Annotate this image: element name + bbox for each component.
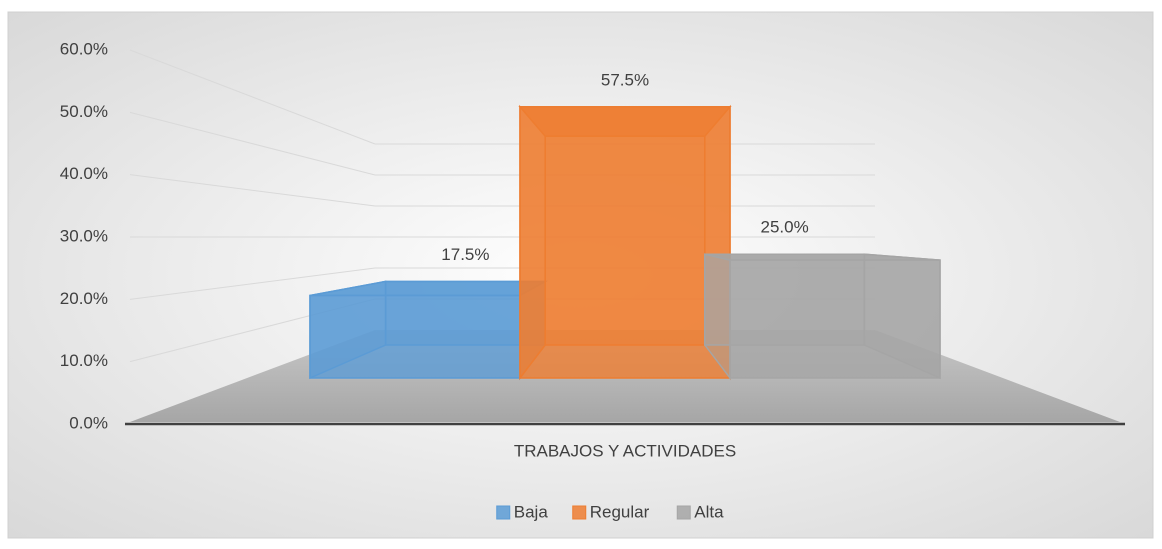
y-tick-label: 40.0% (60, 164, 108, 183)
legend: Baja Regular Alta (496, 502, 724, 521)
y-tick-label: 20.0% (60, 289, 108, 308)
bars (309, 104, 941, 381)
legend-label: Baja (514, 502, 549, 521)
legend-swatch (572, 505, 587, 520)
legend-swatch (676, 505, 691, 520)
y-tick-label: 30.0% (60, 226, 108, 245)
bar (309, 294, 521, 379)
bar (519, 106, 731, 379)
grid-line (129, 49, 376, 145)
data-label: 17.5% (441, 245, 489, 264)
bar (729, 259, 941, 379)
grid-line (129, 111, 376, 176)
data-label: 57.5% (601, 70, 649, 89)
y-tick-label: 0.0% (69, 413, 108, 432)
y-tick-label: 60.0% (60, 39, 108, 58)
y-tick-label: 10.0% (60, 351, 108, 370)
legend-label: Regular (590, 502, 650, 521)
grid-line (129, 174, 376, 207)
legend-label: Alta (694, 502, 724, 521)
labels: 17.5% 57.5% 25.0% (441, 70, 808, 264)
legend-swatch (496, 505, 511, 520)
y-tick-label: 50.0% (60, 102, 108, 121)
grid-line (129, 267, 376, 300)
data-label: 25.0% (760, 218, 808, 237)
x-tick-label: TRABAJOS Y ACTIVIDADES (514, 441, 736, 460)
